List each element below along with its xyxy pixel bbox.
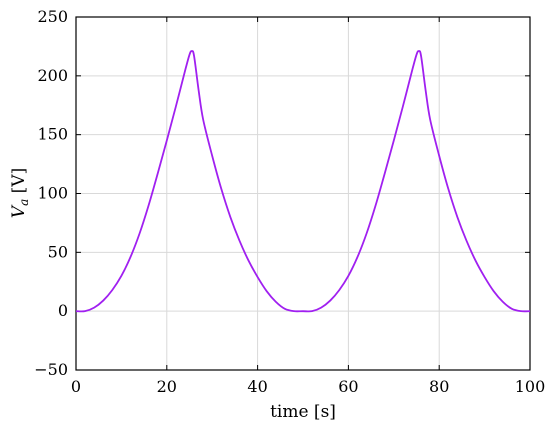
- x-tick-label: 0: [71, 377, 81, 396]
- y-axis-title: Va [V]: [9, 168, 31, 218]
- y-axis-symbol: V: [9, 204, 29, 218]
- y-axis-unit: [V]: [9, 168, 29, 199]
- y-tick-label: 250: [37, 7, 68, 26]
- grid-lines: [76, 17, 530, 370]
- x-tick-label: 40: [247, 377, 267, 396]
- y-tick-label: 0: [58, 301, 68, 320]
- x-axis-title: time [s]: [270, 402, 336, 422]
- y-tick-label: 150: [37, 125, 68, 144]
- x-tick-label: 100: [515, 377, 546, 396]
- y-tick-label: 50: [48, 242, 68, 261]
- y-tick-label: 200: [37, 66, 68, 85]
- series-line: [75, 50, 531, 313]
- y-tick-label: −50: [34, 360, 68, 379]
- x-tick-label: 80: [429, 377, 449, 396]
- y-tick-label: 100: [37, 184, 68, 203]
- x-tick-label: 20: [157, 377, 177, 396]
- y-axis-subscript: a: [17, 199, 31, 206]
- series-layer: [75, 50, 531, 313]
- x-tick-label: 60: [338, 377, 358, 396]
